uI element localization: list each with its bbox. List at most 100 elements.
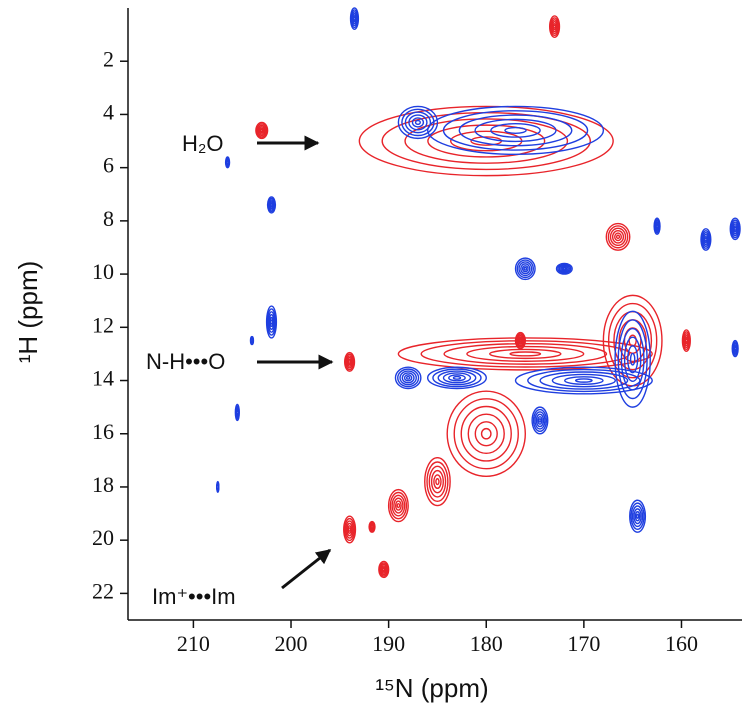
contour-ring [397, 368, 420, 388]
contour-ring [405, 375, 411, 380]
contour-ring [704, 237, 708, 242]
y-tick-label: 4 [103, 99, 114, 124]
peak [216, 480, 220, 493]
contour-ring [403, 374, 413, 382]
contour-ring [733, 346, 737, 351]
x-axis-label: ¹⁵N (ppm) [375, 673, 488, 703]
contour-ring [615, 234, 621, 240]
contour-ring [631, 505, 644, 528]
contour-ring [257, 124, 267, 137]
contour-ring [347, 360, 352, 364]
contour-ring [557, 263, 572, 274]
peak [548, 15, 561, 38]
contour-ring [453, 398, 519, 470]
contour-ring [504, 126, 527, 134]
peak [368, 520, 376, 533]
contour-ring [452, 375, 462, 380]
contour-ring [344, 517, 356, 542]
contour-ring [564, 376, 604, 385]
contour-ring [733, 226, 737, 231]
contour-ring [401, 108, 435, 137]
contour-ring [474, 118, 557, 143]
contour-ring [550, 19, 559, 35]
peak [555, 262, 573, 275]
contour-ring [358, 105, 614, 177]
contour-ring [399, 370, 417, 386]
y-tick-label: 22 [92, 578, 114, 603]
contour-ring [627, 345, 639, 374]
y-tick-label: 12 [92, 312, 114, 337]
contour-ring [551, 373, 616, 388]
contour-ring [345, 355, 354, 369]
contour-ring [702, 231, 710, 248]
contour-ring [521, 265, 529, 273]
contour-ring [397, 337, 653, 371]
peak [397, 105, 439, 140]
contour-ring [614, 310, 651, 408]
contour-ring [404, 111, 432, 134]
peak [343, 515, 357, 544]
contour-ring [394, 366, 422, 390]
annotation: Im⁺•••Im [152, 584, 236, 609]
contour-ring [683, 333, 690, 349]
peak [514, 366, 653, 395]
peak [266, 196, 277, 214]
contour-ring [216, 485, 220, 489]
contour-ring [266, 308, 277, 336]
contour-ring [347, 527, 352, 532]
y-tick-label: 2 [103, 46, 114, 71]
contour-ring [490, 122, 541, 138]
contour-ring [474, 421, 498, 447]
contour-ring [432, 368, 482, 388]
contour-ring [389, 491, 408, 520]
contour-ring [378, 560, 390, 579]
contours [216, 7, 741, 579]
peak [397, 337, 653, 371]
contour-ring [260, 128, 264, 133]
contour-ring [620, 327, 645, 391]
contour-ring [268, 200, 274, 210]
contour-ring [629, 352, 636, 366]
contour-ring [427, 124, 546, 158]
contour-ring [683, 335, 689, 347]
contour-ring [442, 372, 472, 384]
contour-ring [442, 110, 589, 151]
contour-ring [426, 105, 605, 156]
contour-ring [411, 117, 425, 128]
contour-ring [350, 9, 359, 29]
contour-ring [428, 465, 447, 498]
contour-ring [518, 261, 533, 277]
contour-ring [424, 456, 451, 507]
contour-ring [607, 302, 658, 379]
peak [426, 105, 605, 156]
contour-ring [539, 371, 629, 390]
contour-ring [609, 227, 627, 247]
peak [700, 228, 712, 251]
contour-ring [397, 105, 439, 140]
peak [446, 390, 526, 478]
contour-ring [393, 497, 404, 514]
contour-ring [448, 374, 466, 382]
contour-ring [558, 264, 571, 273]
x-tick-label: 190 [372, 631, 405, 656]
arrow [281, 548, 332, 590]
contour-ring [531, 406, 549, 435]
contour-ring [346, 522, 353, 537]
contour-ring [344, 353, 355, 371]
contour-ring [534, 411, 546, 430]
contour-ring [344, 351, 356, 372]
y-tick-label: 20 [92, 525, 114, 550]
contour-ring [235, 410, 240, 415]
contour-ring [426, 366, 487, 390]
contour-ring [269, 203, 274, 207]
contour-ring [514, 257, 536, 281]
y-tick-label: 8 [103, 206, 114, 231]
contour-ring [394, 500, 402, 511]
contour-ring [548, 15, 561, 38]
contour-ring [404, 118, 569, 164]
contour-ring [343, 515, 357, 544]
contour-ring [250, 338, 254, 343]
contour-ring [633, 508, 642, 525]
peak [378, 560, 390, 579]
contour-ring [426, 461, 449, 502]
